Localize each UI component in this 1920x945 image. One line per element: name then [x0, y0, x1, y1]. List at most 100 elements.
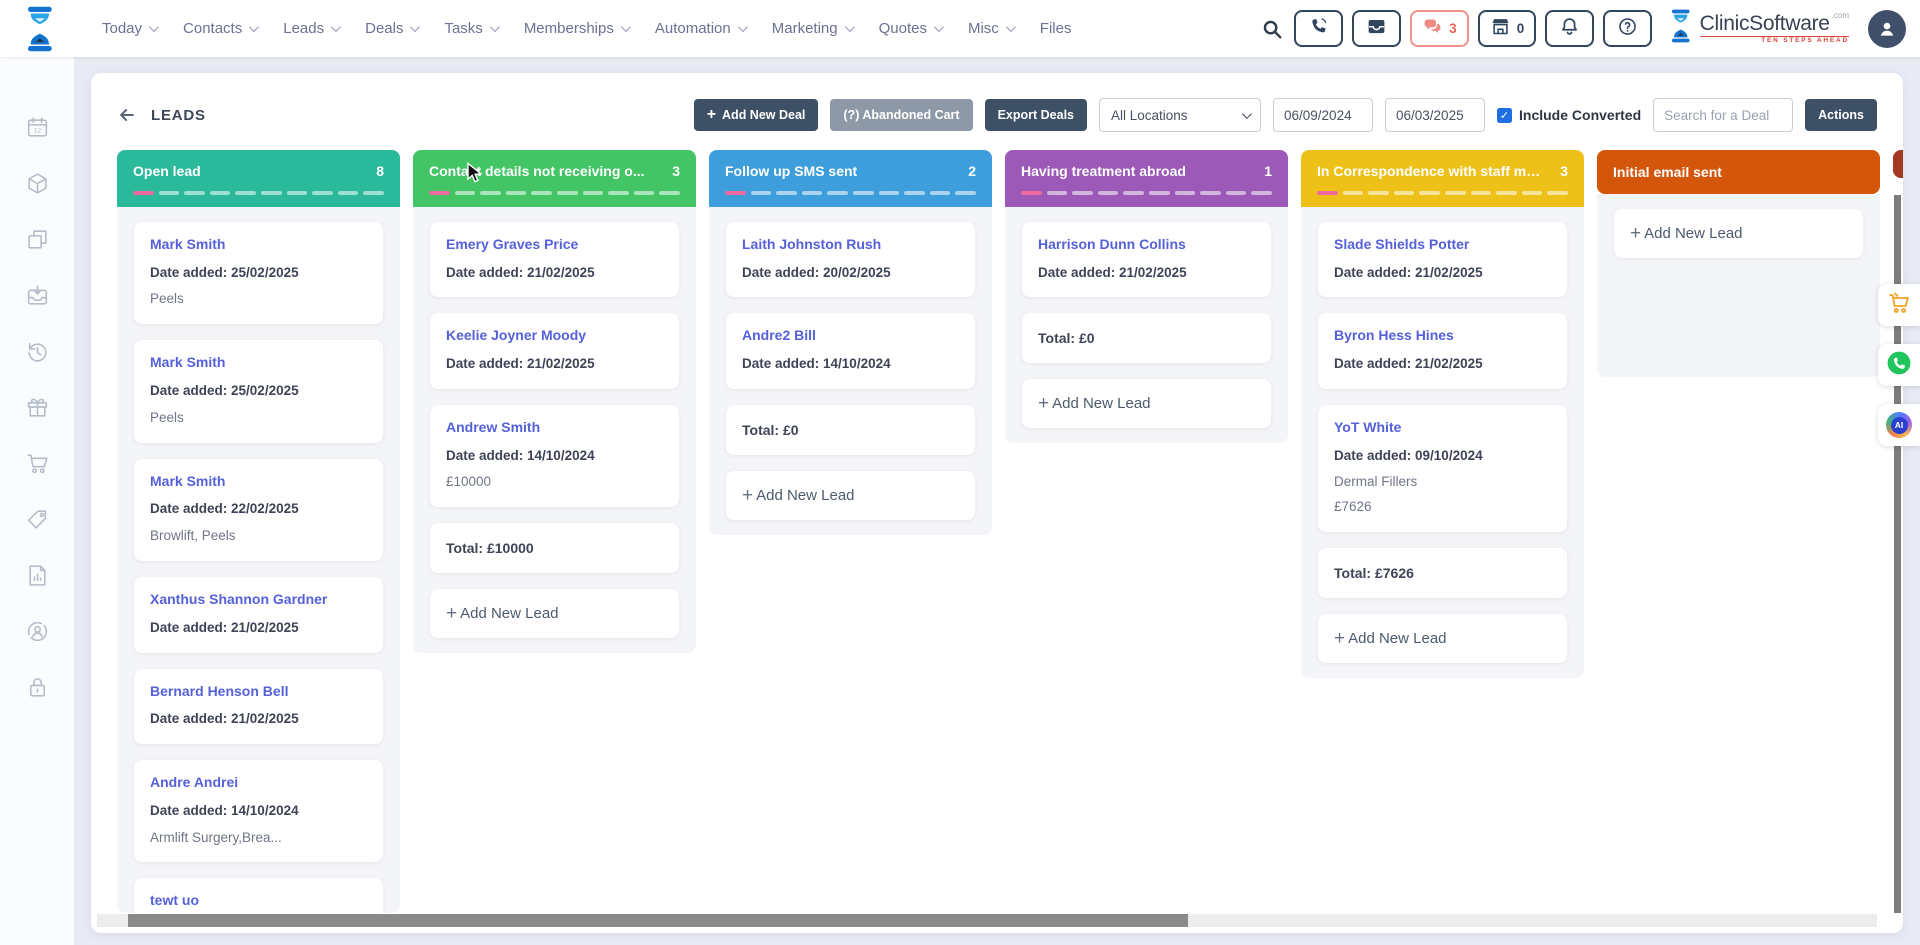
nav-item-tasks[interactable]: Tasks	[444, 20, 500, 37]
package-icon[interactable]	[24, 170, 50, 196]
column-header[interactable]	[1893, 150, 1903, 178]
user-badge-icon[interactable]	[24, 618, 50, 644]
progress-dash	[184, 191, 205, 195]
lead-card[interactable]: Andrew Smith Date added: 14/10/2024 £100…	[430, 404, 679, 508]
gift-icon[interactable]	[24, 394, 50, 420]
clinicsoftware-logo-icon[interactable]	[24, 6, 58, 52]
ai-float-button[interactable]: AI	[1878, 404, 1920, 446]
nav-item-files[interactable]: Files	[1039, 20, 1072, 37]
lead-card[interactable]: Slade Shields Potter Date added: 21/02/2…	[1318, 222, 1567, 298]
phone-green-float-button[interactable]	[1878, 344, 1920, 386]
column-title: Initial email sent	[1613, 164, 1722, 180]
nav-item-quotes[interactable]: Quotes	[879, 20, 944, 37]
nav-item-today[interactable]: Today	[102, 20, 159, 37]
lead-card[interactable]: Laith Johnston Rush Date added: 20/02/20…	[726, 222, 975, 298]
lead-name-link[interactable]: tewt uo	[150, 892, 199, 909]
horizontal-scrollbar[interactable]	[97, 914, 1877, 927]
column-header[interactable]: Initial email sent	[1597, 150, 1880, 194]
add-new-lead-button[interactable]: + Add New Lead	[430, 589, 679, 639]
tray-archive-icon[interactable]	[24, 282, 50, 308]
lead-card[interactable]: Bernard Henson Bell Date added: 21/02/20…	[134, 668, 383, 745]
lead-name-link[interactable]: Harrison Dunn Collins	[1038, 236, 1186, 252]
lead-card[interactable]: Mark Smith Date added: 25/02/2025 Peels	[134, 222, 383, 325]
actions-button[interactable]: Actions	[1805, 99, 1877, 131]
history-icon[interactable]	[24, 338, 50, 364]
lead-name-link[interactable]: Mark Smith	[150, 472, 226, 489]
lead-card[interactable]: Xanthus Shannon Gardner Date added: 21/0…	[134, 577, 383, 653]
progress-dash	[480, 191, 501, 195]
lead-card[interactable]: Harrison Dunn Collins Date added: 21/02/…	[1022, 222, 1271, 298]
vertical-scrollbar[interactable]	[1894, 195, 1901, 913]
column-header[interactable]: In Correspondence with staff me... 3	[1301, 150, 1584, 207]
checkbox-checked-icon[interactable]: ✓	[1497, 107, 1513, 123]
lead-name-link[interactable]: Laith Johnston Rush	[742, 236, 882, 252]
export-deals-button[interactable]: Export Deals	[984, 99, 1088, 131]
column-header[interactable]: Open lead 8	[117, 150, 400, 207]
help-button[interactable]	[1603, 10, 1653, 47]
column-header[interactable]: Follow up SMS sent 2	[709, 150, 992, 207]
date-from-input[interactable]	[1273, 98, 1374, 132]
column-header[interactable]: Contact details not receiving o... 3	[413, 150, 696, 207]
lead-card[interactable]: Andre2 Bill Date added: 14/10/2024	[726, 313, 975, 389]
lead-name-link[interactable]: Keelie Joyner Moody	[446, 327, 587, 344]
lead-name-link[interactable]: Mark Smith	[150, 354, 226, 371]
lead-name-link[interactable]: Bernard Henson Bell	[150, 682, 289, 699]
lead-card[interactable]: Mark Smith Date added: 25/02/2025 Peels	[134, 340, 383, 443]
tag-icon[interactable]	[24, 506, 50, 532]
progress-dash	[1021, 191, 1042, 195]
nav-item-misc[interactable]: Misc	[968, 20, 1016, 37]
kanban-column: Follow up SMS sent 2 Laith Johnston Rush…	[709, 150, 992, 535]
lead-card[interactable]: Mark Smith Date added: 22/02/2025 Browli…	[134, 458, 383, 562]
include-converted-checkbox[interactable]: ✓ Include Converted	[1497, 107, 1641, 123]
lead-name-link[interactable]: Andrew Smith	[446, 418, 541, 435]
lead-name-link[interactable]: Emery Graves Price	[446, 236, 579, 252]
add-new-lead-button[interactable]: + Add New Lead	[1614, 209, 1863, 258]
nav-item-memberships[interactable]: Memberships	[524, 20, 631, 37]
lead-card[interactable]: YoT White Date added: 09/10/2024 Dermal …	[1318, 404, 1567, 533]
lead-card[interactable]: Byron Hess Hines Date added: 21/02/2025	[1318, 313, 1567, 389]
chat-button[interactable]: 3	[1410, 10, 1469, 47]
lead-name-link[interactable]: Byron Hess Hines	[1334, 327, 1454, 344]
add-new-lead-button[interactable]: + Add New Lead	[726, 470, 975, 520]
nav-item-deals[interactable]: Deals	[365, 20, 421, 37]
lead-name-link[interactable]: Andre2 Bill	[742, 327, 816, 344]
lead-name-link[interactable]: Andre Andrei	[150, 774, 239, 791]
inbox-button[interactable]	[1352, 10, 1402, 47]
horizontal-scrollbar-thumb[interactable]	[128, 914, 1188, 927]
add-new-lead-button[interactable]: + Add New Lead	[1318, 614, 1567, 664]
bell-button[interactable]	[1545, 10, 1595, 47]
date-to-input[interactable]	[1385, 98, 1486, 132]
nav-item-leads[interactable]: Leads	[283, 20, 341, 37]
lead-name-link[interactable]: Slade Shields Potter	[1334, 236, 1470, 252]
report-icon[interactable]	[24, 562, 50, 588]
lead-name-link[interactable]: Mark Smith	[150, 236, 226, 252]
lead-name-link[interactable]: Xanthus Shannon Gardner	[150, 591, 328, 608]
lock-icon[interactable]	[24, 674, 50, 700]
lead-card[interactable]: Emery Graves Price Date added: 21/02/202…	[430, 222, 679, 298]
back-arrow-icon[interactable]	[117, 105, 137, 125]
user-avatar[interactable]	[1868, 9, 1906, 48]
nav-item-contacts[interactable]: Contacts	[183, 20, 260, 37]
abandoned-cart-button[interactable]: (?) Abandoned Cart	[830, 99, 973, 131]
location-select[interactable]: All Locations	[1099, 98, 1262, 132]
calendar-12-icon[interactable]: 12	[24, 114, 50, 140]
cart-orange-float-button[interactable]	[1878, 284, 1920, 326]
nav-item-automation[interactable]: Automation	[655, 20, 748, 37]
add-new-deal-button[interactable]: + Add New Deal	[693, 99, 819, 131]
brand-suffix: .com	[1831, 10, 1849, 20]
store-button[interactable]: 0	[1477, 10, 1537, 47]
column-header[interactable]: Having treatment abroad 1	[1005, 150, 1288, 207]
lead-card[interactable]: Andre Andrei Date added: 14/10/2024 Arml…	[134, 760, 383, 863]
lead-card[interactable]: tewt uo	[134, 878, 383, 913]
lead-name-link[interactable]: YoT White	[1334, 418, 1402, 435]
add-new-lead-button[interactable]: + Add New Lead	[1022, 379, 1271, 429]
search-icon[interactable]	[1261, 18, 1283, 40]
phone-button[interactable]	[1294, 10, 1344, 47]
cart-icon[interactable]	[24, 450, 50, 476]
plus-icon: +	[706, 106, 717, 123]
lead-card[interactable]: Keelie Joyner Moody Date added: 21/02/20…	[430, 313, 679, 389]
nav-item-marketing[interactable]: Marketing	[772, 20, 855, 37]
progress-dash	[1174, 191, 1196, 195]
deal-search-input[interactable]	[1653, 98, 1794, 132]
copy-icon[interactable]	[24, 226, 50, 252]
